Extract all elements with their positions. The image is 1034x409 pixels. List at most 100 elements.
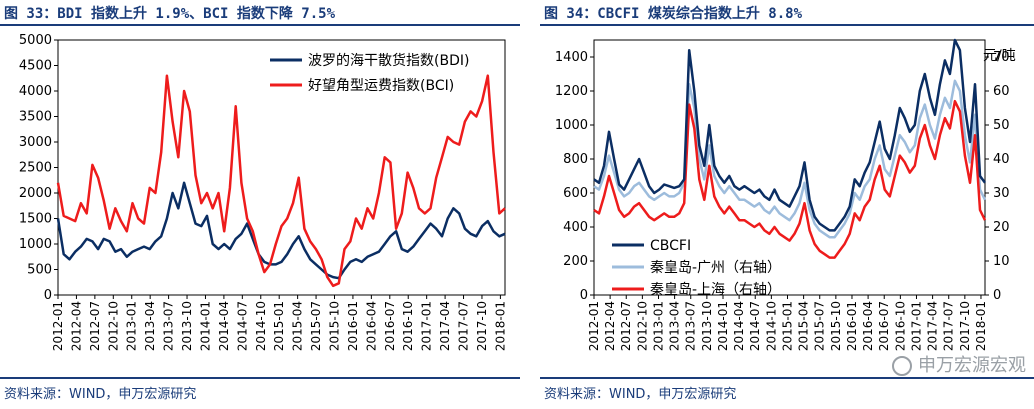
legend-label-qhd-guangzhou: 秦皇岛-广州（右轴） [650, 260, 781, 276]
x-tick-label: 2015-01 [272, 301, 286, 351]
y-right-tick-label: 10 [993, 254, 1010, 269]
x-tick-label: 2012-01 [587, 301, 601, 351]
y-right-tick-label: 30 [993, 186, 1010, 201]
series-line-bci [56, 74, 506, 288]
legend-label-bci: 好望角型运费指数(BCI) [308, 78, 454, 94]
figure-34-source-rule [540, 377, 1034, 379]
x-tick-label: 2015-01 [780, 301, 794, 351]
x-tick-label: 2014-10 [764, 301, 778, 351]
x-tick-label: 2018-01 [493, 301, 507, 351]
y-left-tick-label: 600 [563, 186, 588, 201]
x-tick-label: 2015-10 [327, 301, 341, 351]
y-right-tick-label: 20 [993, 220, 1010, 235]
x-tick-label: 2017-01 [420, 301, 434, 351]
series-line-cbcfi [593, 38, 987, 232]
x-tick-label: 2015-04 [797, 301, 811, 351]
legend-label-qhd-shanghai: 秦皇岛-上海（右轴） [650, 282, 781, 298]
y-right-tick-label: 50 [993, 118, 1010, 133]
y-tick-label: 5000 [19, 33, 52, 48]
x-tick-label: 2013-04 [143, 301, 157, 351]
figure-34-panel: 图 34：CBCFI 煤炭综合指数上升 8.8% 0 200 400 600 800 10… [540, 0, 1034, 409]
x-tick-label: 2013-01 [651, 301, 665, 351]
bdi-bci-chart: 0 500 1000 1500 2000 2500 3000 3500 4000 4500 5000… [19, 33, 507, 351]
x-tick-label: 2013-07 [684, 301, 698, 351]
figure-33-source: 资料来源：WIND，申万宏源研究 [4, 387, 197, 402]
x-tick-label: 2017-04 [438, 301, 452, 351]
y-tick-label: 500 [27, 263, 52, 278]
y-tick-label: 0 [44, 288, 52, 303]
y-right-tick-label: 40 [993, 152, 1010, 167]
x-tick-label: 2015-07 [309, 301, 323, 351]
x-tick-label: 2013-07 [162, 301, 176, 351]
y-tick-label: 1000 [19, 237, 52, 252]
legend-label-cbcfi: CBCFI [650, 238, 691, 254]
figure-33-title: 图 33：BDI 指数上升 1.9%、BCI 指数下降 7.5% [4, 6, 336, 22]
y-left-tick-label: 0 [580, 288, 588, 303]
x-tick-label: 2016-07 [877, 301, 891, 351]
y-tick-label: 1500 [19, 212, 52, 227]
y-left-tick-label: 200 [563, 254, 588, 269]
figure-34-title: 图 34：CBCFI 煤炭综合指数上升 8.8% [544, 6, 803, 22]
x-tick-label: 2017-04 [926, 301, 940, 351]
x-tick-label: 2017-07 [457, 301, 471, 351]
y-tick-label: 3500 [19, 110, 52, 125]
y-left-tick-label: 1400 [555, 50, 588, 65]
y-tick-label: 4500 [19, 59, 52, 74]
right-axis-unit: 元/吨 [983, 48, 1016, 64]
figure-33-source-rule [0, 377, 520, 379]
x-tick-label: 2016-04 [861, 301, 875, 351]
x-tick-label: 2017-10 [958, 301, 972, 351]
watermark-text: 申万宏源宏观 [918, 355, 1026, 376]
y-tick-label: 4000 [19, 84, 52, 99]
y-right-tick-label: 0 [993, 288, 1001, 303]
x-tick-label: 2013-10 [700, 301, 714, 351]
x-tick-label: 2014-04 [732, 301, 746, 351]
y-right-tick-label: 60 [993, 84, 1010, 99]
watermark: 申万宏源宏观 [892, 351, 1026, 377]
x-tick-label: 2018-01 [974, 301, 988, 351]
x-tick-label: 2016-01 [346, 301, 360, 351]
x-tick-label: 2012-10 [635, 301, 649, 351]
x-tick-label: 2012-07 [619, 301, 633, 351]
x-tick-label: 2017-10 [475, 301, 489, 351]
x-tick-label: 2017-01 [909, 301, 923, 351]
x-tick-label: 2012-07 [88, 301, 102, 351]
legend-label-bdi: 波罗的海干散货指数(BDI) [308, 52, 469, 69]
x-tick-label: 2016-10 [401, 301, 415, 351]
y-tick-label: 2000 [19, 186, 52, 201]
x-tick-label: 2013-04 [668, 301, 682, 351]
y-tick-label: 2500 [19, 161, 52, 176]
x-tick-label: 2014-04 [217, 301, 231, 351]
x-tick-label: 2012-04 [603, 301, 617, 351]
y-left-tick-label: 1000 [555, 118, 588, 133]
figure-33-panel: 图 33：BDI 指数上升 1.9%、BCI 指数下降 7.5% 0 500 100… [0, 6, 520, 402]
x-tick-label: 2016-04 [364, 301, 378, 351]
x-tick-label: 2015-10 [829, 301, 843, 351]
wechat-icon [892, 356, 912, 376]
y-left-tick-label: 400 [563, 220, 588, 235]
y-left-tick-label: 1200 [555, 84, 588, 99]
y-tick-label: 3000 [19, 135, 52, 150]
x-tick-label: 2015-07 [813, 301, 827, 351]
figure-34-title-rule [540, 24, 1034, 26]
figure-34-source: 资料来源：WIND，申万宏源研究 [544, 387, 737, 402]
series-line-bdi [56, 181, 506, 280]
x-tick-label: 2013-01 [125, 301, 139, 351]
x-tick-label: 2012-10 [106, 301, 120, 351]
y-right-tick-label: 70 [993, 50, 1010, 65]
x-tick-label: 2016-07 [383, 301, 397, 351]
x-tick-label: 2012-01 [51, 301, 65, 351]
x-tick-label: 2014-10 [254, 301, 268, 351]
y-left-tick-label: 800 [563, 152, 588, 167]
x-tick-label: 2013-10 [180, 301, 194, 351]
x-tick-label: 2014-01 [198, 301, 212, 351]
x-tick-label: 2015-04 [291, 301, 305, 351]
x-tick-label: 2012-04 [69, 301, 83, 351]
x-tick-label: 2016-10 [893, 301, 907, 351]
x-tick-label: 2016-01 [845, 301, 859, 351]
x-tick-label: 2017-07 [942, 301, 956, 351]
x-tick-label: 2014-07 [748, 301, 762, 351]
x-tick-label: 2014-07 [235, 301, 249, 351]
figure-33-title-rule [0, 24, 520, 26]
x-tick-label: 2014-01 [716, 301, 730, 351]
